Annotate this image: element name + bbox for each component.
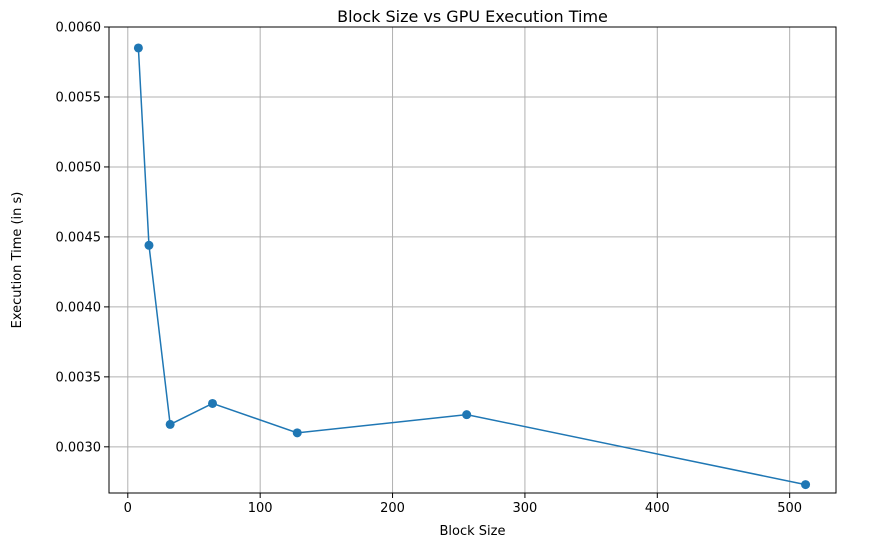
x-tick-label: 0 [124, 501, 132, 516]
y-tick-label: 0.0040 [56, 300, 102, 315]
y-tick-label: 0.0055 [56, 90, 102, 105]
y-tick-label: 0.0050 [56, 160, 102, 175]
data-point [144, 240, 154, 250]
data-point [133, 43, 143, 53]
data-point [801, 480, 811, 490]
data-point [208, 398, 218, 408]
y-tick-label: 0.0045 [56, 230, 102, 245]
y-tick-label: 0.0030 [56, 440, 102, 455]
data-point [165, 419, 175, 429]
x-tick-label: 200 [380, 501, 405, 516]
y-axis-label: Execution Time (in s) [10, 192, 25, 329]
series-layer [133, 43, 811, 490]
grid-lines [109, 26, 836, 493]
data-point [292, 428, 302, 438]
x-axis-label: Block Size [440, 524, 506, 539]
x-tick-label: 100 [248, 501, 273, 516]
x-tick-label: 300 [513, 501, 538, 516]
y-tick-label: 0.0060 [56, 21, 102, 36]
plot-frame [108, 26, 837, 494]
chart-title: Block Size vs GPU Execution Time [337, 7, 608, 26]
data-point [462, 410, 472, 420]
series-line [137, 47, 806, 486]
ticks: 0 100 200 300 400 500 0.0030 0.0035 0.0040 0.0045… [56, 21, 803, 517]
y-tick-label: 0.0035 [56, 370, 102, 385]
x-tick-label: 500 [777, 501, 802, 516]
x-tick-label: 400 [645, 501, 670, 516]
